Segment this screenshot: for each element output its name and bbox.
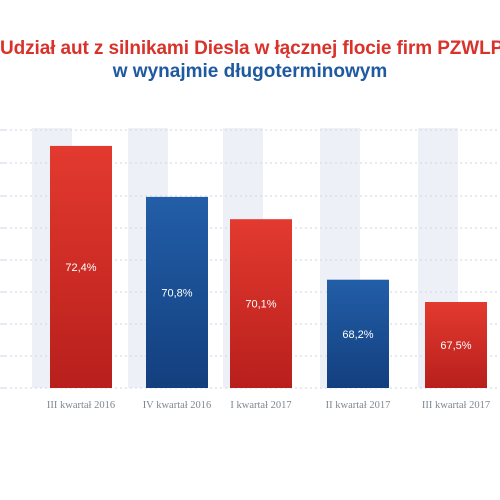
bar-value-label: 72,4% — [65, 262, 96, 274]
category-label: I kwartał 2017 — [230, 400, 291, 411]
category-label: III kwartał 2017 — [422, 400, 490, 411]
chart-subtitle: w wynajmie długoterminowym — [112, 61, 388, 82]
category-labels: III kwartał 2016 IV kwartał 2016 I kwartał… — [47, 400, 490, 411]
category-label: IV kwartał 2016 — [143, 400, 212, 411]
category-label: II kwartał 2017 — [326, 400, 391, 411]
bar-value-label: 68,2% — [342, 329, 373, 341]
bar-value-label: 67,5% — [440, 340, 471, 352]
bar-value-label: 70,1% — [245, 299, 276, 311]
chart-title: Udział aut z silnikami Diesla w łącznej … — [0, 38, 500, 59]
bars — [50, 145, 487, 388]
chart-title-block: Udział aut z silnikami Diesla w łącznej … — [0, 38, 500, 83]
bar — [425, 302, 487, 388]
bar-value-label: 70,8% — [161, 287, 192, 299]
bar — [327, 279, 389, 388]
bar — [146, 196, 208, 388]
bar — [50, 145, 112, 388]
bar — [230, 219, 292, 388]
value-labels: 72,4% 70,8% 70,1% 68,2% 67,5% — [65, 262, 471, 352]
category-label: III kwartał 2016 — [47, 400, 115, 411]
